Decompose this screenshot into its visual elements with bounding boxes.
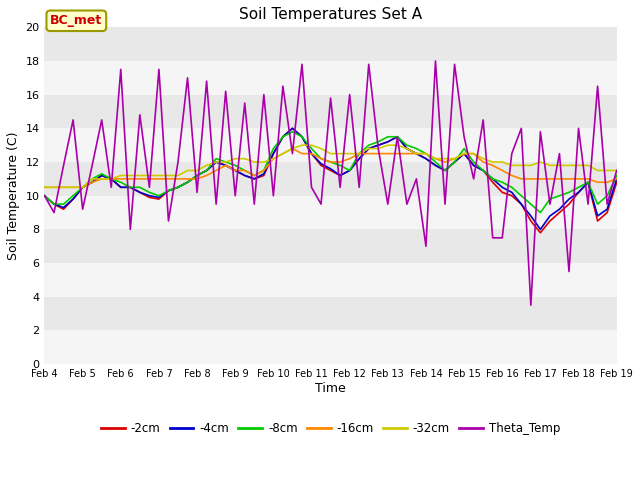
Bar	[45, 27, 617, 61]
X-axis label: Time: Time	[316, 382, 346, 395]
Bar	[45, 196, 617, 229]
Bar	[45, 95, 617, 128]
Title: Soil Temperatures Set A: Soil Temperatures Set A	[239, 7, 422, 22]
Bar	[45, 229, 617, 263]
Bar	[45, 162, 617, 196]
Bar	[45, 61, 617, 95]
Bar	[45, 128, 617, 162]
Legend: -2cm, -4cm, -8cm, -16cm, -32cm, Theta_Temp: -2cm, -4cm, -8cm, -16cm, -32cm, Theta_Te…	[96, 417, 565, 440]
Bar	[45, 297, 617, 330]
Text: BC_met: BC_met	[50, 14, 102, 27]
Bar	[45, 263, 617, 297]
Y-axis label: Soil Temperature (C): Soil Temperature (C)	[7, 132, 20, 260]
Bar	[45, 330, 617, 364]
